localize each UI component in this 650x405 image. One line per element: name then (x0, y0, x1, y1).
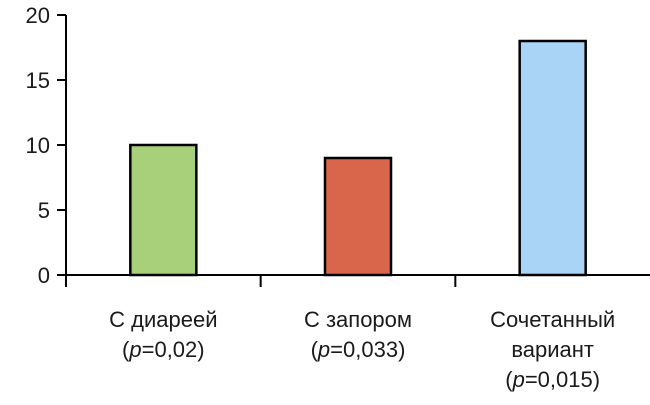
bars (129, 39, 587, 277)
y-tick-label: 5 (38, 198, 50, 223)
x-category-label: С запором (304, 307, 412, 332)
x-category-label: вариант (511, 337, 594, 362)
y-axis: 0 5 10 15 20 (26, 3, 67, 288)
bar (129, 143, 198, 277)
x-category-label: (p=0,015) (505, 367, 600, 392)
bar (323, 156, 393, 277)
y-tick-label: 20 (26, 3, 50, 28)
y-tick-label: 15 (26, 68, 50, 93)
x-category-label: С диареей (109, 307, 217, 332)
x-category-label: Сочетанный (490, 307, 615, 332)
x-category-label: (p=0,02) (122, 337, 205, 362)
x-axis (65, 274, 650, 287)
x-category-label: (p=0,033) (311, 337, 406, 362)
category-labels: С диареей (p=0,02) С запором (p=0,033) Сочет… (109, 307, 615, 392)
y-tick-label: 0 (38, 263, 50, 288)
y-tick-label: 10 (26, 133, 50, 158)
bar (518, 39, 587, 277)
